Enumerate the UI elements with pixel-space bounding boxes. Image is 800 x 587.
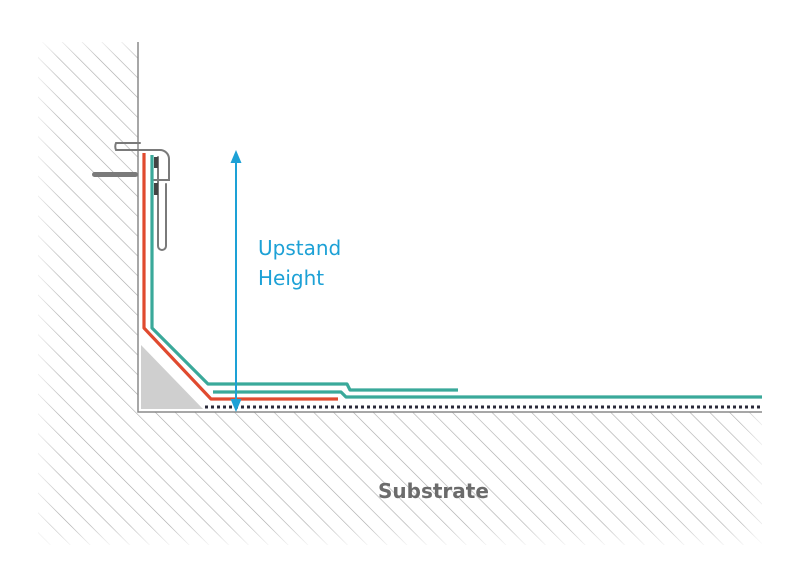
fixing-screw [92, 157, 158, 195]
wall-substrate-edge [137, 42, 762, 413]
upstand-height-label: Upstand Height [258, 233, 341, 293]
upstand-label-line2: Height [258, 266, 325, 290]
upstand-height-arrow [230, 150, 242, 412]
upstand-label-line1: Upstand [258, 236, 342, 260]
substrate-label: Substrate [378, 479, 489, 503]
wall-and-substrate-hatch [38, 42, 762, 545]
angle-fillet [141, 345, 203, 409]
red-membrane-layer [142, 153, 338, 401]
teal-cap-sheet-upstand [150, 155, 458, 392]
termination-bracket [114, 142, 170, 251]
teal-field-layer [213, 390, 762, 399]
